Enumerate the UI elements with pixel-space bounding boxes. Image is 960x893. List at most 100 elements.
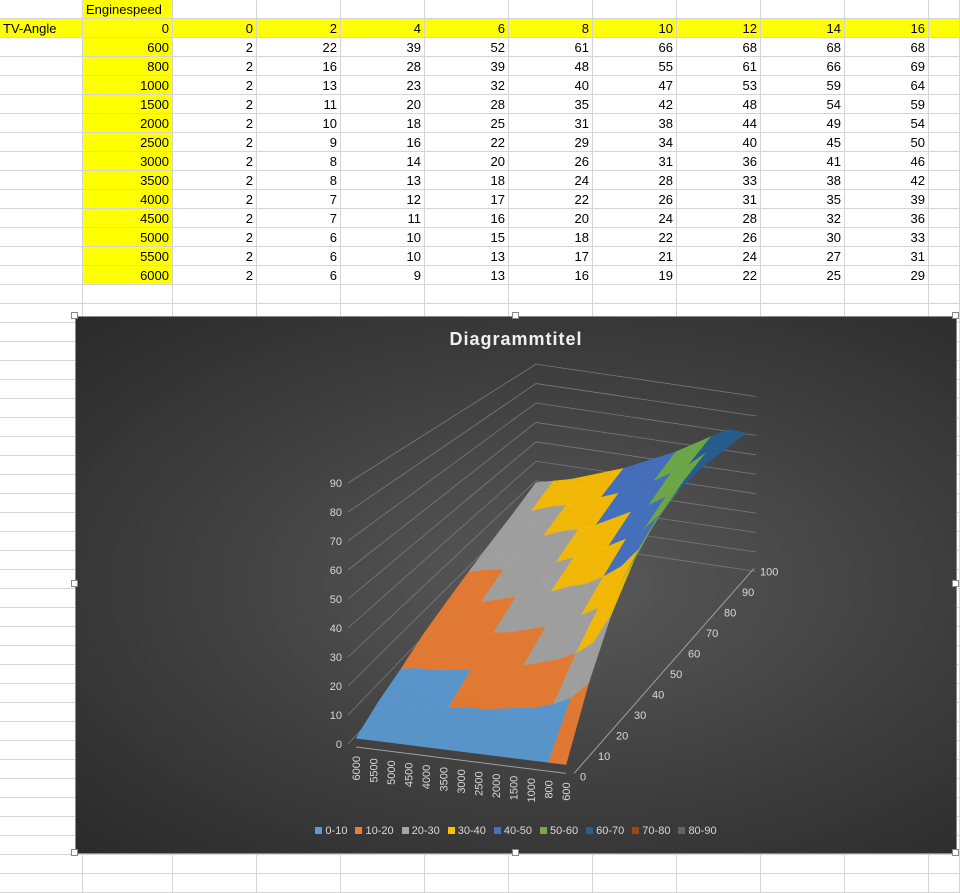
column-header[interactable]: 4 [341, 19, 425, 38]
data-cell[interactable]: 36 [677, 152, 761, 171]
data-cell[interactable]: 2 [173, 38, 257, 57]
data-cell[interactable]: 9 [341, 266, 425, 285]
empty-cell[interactable] [0, 152, 83, 171]
data-cell[interactable]: 9 [257, 133, 341, 152]
empty-cell[interactable] [0, 798, 83, 817]
empty-cell[interactable] [0, 190, 83, 209]
data-cell[interactable]: 2 [173, 190, 257, 209]
corner-value[interactable]: 0 [83, 19, 173, 38]
data-cell[interactable]: 42 [845, 171, 929, 190]
data-cell[interactable]: 7 [257, 190, 341, 209]
data-cell[interactable]: 66 [761, 57, 845, 76]
empty-cell[interactable] [0, 342, 83, 361]
empty-cell[interactable] [845, 874, 929, 893]
data-cell[interactable]: 16 [341, 133, 425, 152]
data-cell[interactable]: 69 [845, 57, 929, 76]
empty-cell[interactable] [173, 855, 257, 874]
data-cell[interactable]: 50 [845, 133, 929, 152]
empty-cell[interactable] [341, 874, 425, 893]
empty-cell[interactable] [0, 95, 83, 114]
data-cell[interactable]: 16 [509, 266, 593, 285]
data-cell[interactable]: 45 [761, 133, 845, 152]
data-cell[interactable]: 33 [845, 228, 929, 247]
data-cell[interactable]: 52 [425, 38, 509, 57]
data-cell[interactable]: 55 [593, 57, 677, 76]
data-cell[interactable]: 21 [593, 247, 677, 266]
data-cell[interactable]: 24 [677, 247, 761, 266]
empty-cell[interactable] [929, 38, 960, 57]
resize-handle[interactable] [512, 849, 519, 856]
empty-cell[interactable] [0, 304, 83, 323]
data-cell[interactable]: 42 [593, 95, 677, 114]
data-cell[interactable]: 2 [173, 114, 257, 133]
data-cell[interactable]: 16 [257, 57, 341, 76]
data-cell[interactable]: 39 [845, 190, 929, 209]
data-cell[interactable]: 28 [425, 95, 509, 114]
column-header[interactable]: 16 [845, 19, 929, 38]
data-cell[interactable]: 59 [845, 95, 929, 114]
data-cell[interactable]: 13 [257, 76, 341, 95]
empty-cell[interactable] [509, 874, 593, 893]
empty-cell[interactable] [0, 418, 83, 437]
legend-item[interactable]: 0-10 [315, 825, 347, 837]
data-cell[interactable]: 29 [845, 266, 929, 285]
empty-cell[interactable] [929, 190, 960, 209]
data-cell[interactable]: 22 [677, 266, 761, 285]
data-cell[interactable]: 39 [425, 57, 509, 76]
empty-cell[interactable] [173, 0, 257, 19]
data-cell[interactable]: 18 [425, 171, 509, 190]
data-cell[interactable]: 22 [425, 133, 509, 152]
row-header-rpm[interactable]: 5000 [83, 228, 173, 247]
data-cell[interactable]: 6 [257, 266, 341, 285]
empty-cell[interactable] [83, 874, 173, 893]
column-header[interactable]: 0 [173, 19, 257, 38]
empty-cell[interactable] [257, 855, 341, 874]
resize-handle[interactable] [71, 580, 78, 587]
empty-cell[interactable] [593, 855, 677, 874]
empty-cell[interactable] [0, 741, 83, 760]
empty-cell[interactable] [593, 0, 677, 19]
empty-cell[interactable] [173, 874, 257, 893]
data-cell[interactable]: 22 [593, 228, 677, 247]
row-header-rpm[interactable]: 1500 [83, 95, 173, 114]
row-header-rpm[interactable]: 600 [83, 38, 173, 57]
empty-cell[interactable] [0, 589, 83, 608]
legend-item[interactable]: 80-90 [678, 825, 717, 837]
empty-cell[interactable] [929, 133, 960, 152]
empty-cell[interactable] [845, 285, 929, 304]
empty-cell[interactable] [0, 285, 83, 304]
surface-chart[interactable]: Diagrammtitel 0 10 20 30 40 50 60 70 80 90 6000 550… [75, 316, 957, 854]
empty-cell[interactable] [83, 855, 173, 874]
data-cell[interactable]: 68 [677, 38, 761, 57]
data-cell[interactable]: 47 [593, 76, 677, 95]
empty-cell[interactable] [0, 361, 83, 380]
data-cell[interactable]: 10 [341, 247, 425, 266]
data-cell[interactable]: 68 [845, 38, 929, 57]
row-header-rpm[interactable]: 4000 [83, 190, 173, 209]
empty-cell[interactable] [0, 38, 83, 57]
empty-cell[interactable] [0, 133, 83, 152]
data-cell[interactable]: 40 [677, 133, 761, 152]
data-cell[interactable]: 17 [425, 190, 509, 209]
data-cell[interactable]: 35 [509, 95, 593, 114]
empty-cell[interactable] [0, 380, 83, 399]
data-cell[interactable]: 2 [173, 228, 257, 247]
empty-cell[interactable] [761, 0, 845, 19]
data-cell[interactable]: 20 [341, 95, 425, 114]
data-cell[interactable]: 27 [761, 247, 845, 266]
data-cell[interactable]: 28 [677, 209, 761, 228]
data-cell[interactable]: 2 [173, 133, 257, 152]
empty-cell[interactable] [845, 855, 929, 874]
data-cell[interactable]: 66 [593, 38, 677, 57]
empty-cell[interactable] [0, 171, 83, 190]
data-cell[interactable]: 6 [257, 247, 341, 266]
chart-legend[interactable]: 0-10 10-20 20-30 30-40 40-50 50-60 60-70 70-80 8… [76, 825, 956, 837]
data-cell[interactable]: 54 [761, 95, 845, 114]
empty-cell[interactable] [929, 57, 960, 76]
data-cell[interactable]: 25 [425, 114, 509, 133]
row-header-rpm[interactable]: 5500 [83, 247, 173, 266]
data-cell[interactable]: 34 [593, 133, 677, 152]
data-cell[interactable]: 46 [845, 152, 929, 171]
data-cell[interactable]: 25 [761, 266, 845, 285]
data-cell[interactable]: 32 [425, 76, 509, 95]
